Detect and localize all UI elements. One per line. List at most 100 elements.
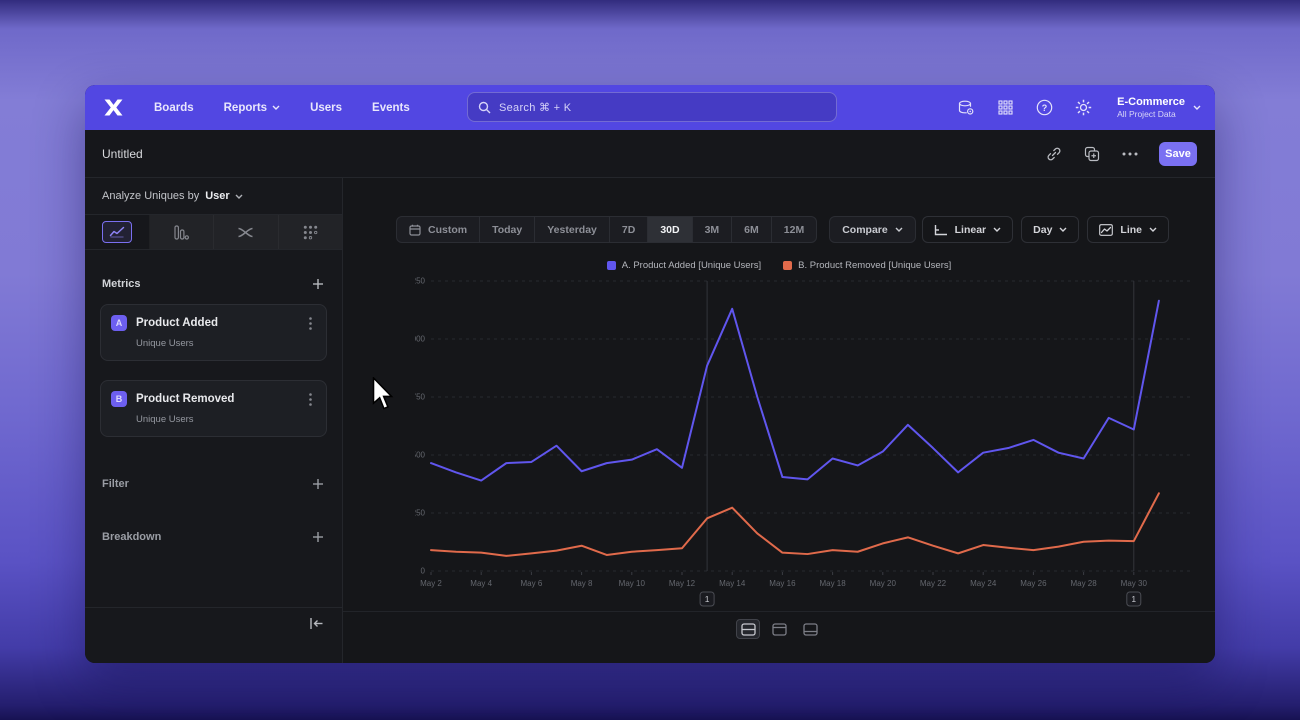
date-range-segmented-control: Custom Today Yesterday 7D 30D 3M 6M 12M <box>396 216 818 243</box>
range-12m[interactable]: 12M <box>783 223 805 236</box>
metric-measurement[interactable]: Unique Users <box>136 414 194 425</box>
svg-text:750: 750 <box>415 393 426 402</box>
svg-text:May 12: May 12 <box>669 579 696 588</box>
flows-icon <box>238 227 253 237</box>
project-selector[interactable]: E-Commerce All Project Data <box>1117 96 1201 119</box>
range-today[interactable]: Today <box>480 217 536 242</box>
metric-options-icon[interactable] <box>304 316 316 330</box>
save-button[interactable]: Save <box>1159 141 1197 166</box>
sidebar-footer <box>85 607 342 663</box>
layout-bottom-icon[interactable] <box>798 619 822 639</box>
metric-name: Product Added <box>136 317 218 329</box>
metric-options-icon[interactable] <box>304 392 316 406</box>
mixpanel-logo-icon[interactable] <box>102 98 128 118</box>
svg-text:May 26: May 26 <box>1020 579 1047 588</box>
tab-flows[interactable] <box>214 215 279 249</box>
report-title[interactable]: Untitled <box>102 146 143 161</box>
svg-text:250: 250 <box>415 509 426 518</box>
filter-section-header: Filter <box>85 477 342 491</box>
chevron-down-icon <box>993 227 1001 232</box>
breakdown-title: Breakdown <box>102 531 162 543</box>
more-options-icon[interactable] <box>1121 145 1138 162</box>
svg-text:May 4: May 4 <box>470 579 492 588</box>
svg-text:May 20: May 20 <box>870 579 897 588</box>
metric-badge-a: A <box>111 315 127 331</box>
range-30d[interactable]: 30D <box>648 217 693 242</box>
add-breakdown-icon[interactable] <box>311 530 325 544</box>
nav-item-boards[interactable]: Boards <box>154 101 194 114</box>
chevron-down-icon <box>1193 105 1201 110</box>
search-placeholder: Search ⌘ + K <box>499 101 572 114</box>
insights-line-chart[interactable]: 0 250 500 750 1,000 1,250 May 2 May 4 May 6 May 8… <box>415 275 1205 615</box>
metrics-title: Metrics <box>102 278 141 290</box>
settings-gear-icon[interactable] <box>1074 99 1092 117</box>
retention-dots-icon <box>303 225 318 239</box>
metric-name: Product Removed <box>136 393 235 405</box>
metric-measurement[interactable]: Unique Users <box>136 338 194 349</box>
svg-text:1,000: 1,000 <box>415 335 426 344</box>
breakdown-section-header: Breakdown <box>85 530 342 544</box>
copy-link-icon[interactable] <box>1045 145 1062 162</box>
layout-split-icon[interactable] <box>736 619 760 639</box>
add-filter-icon[interactable] <box>311 477 325 491</box>
range-yesterday[interactable]: Yesterday <box>535 217 610 242</box>
chevron-down-icon <box>272 105 280 110</box>
tab-insights[interactable] <box>85 215 150 249</box>
scale-dropdown[interactable]: Linear <box>921 216 1014 243</box>
report-toolbar: Untitled Save <box>85 130 1215 178</box>
svg-text:May 28: May 28 <box>1070 579 1097 588</box>
duplicate-icon[interactable] <box>1083 145 1100 162</box>
range-7d[interactable]: 7D <box>610 217 649 242</box>
tab-funnels[interactable] <box>149 215 214 249</box>
apps-grid-icon[interactable] <box>996 99 1014 117</box>
svg-text:May 30: May 30 <box>1121 579 1148 588</box>
project-name: E-Commerce <box>1117 95 1185 108</box>
query-builder-sidebar: Analyze Uniques by User <box>85 178 343 663</box>
help-icon[interactable]: ? <box>1035 99 1053 117</box>
collapse-sidebar-icon[interactable] <box>309 617 325 631</box>
analyze-by-dropdown[interactable]: User <box>205 190 243 202</box>
svg-text:1: 1 <box>1131 594 1136 604</box>
layout-top-icon[interactable] <box>767 619 791 639</box>
svg-text:May 6: May 6 <box>521 579 543 588</box>
app-window: Boards Reports Users Events Search ⌘ + K… <box>85 85 1215 663</box>
range-6m[interactable]: 6M <box>732 217 772 242</box>
chevron-down-icon <box>235 194 243 199</box>
top-nav: Boards Reports Users Events Search ⌘ + K… <box>85 85 1215 130</box>
chevron-down-icon <box>1059 227 1067 232</box>
report-type-tabs <box>85 215 342 250</box>
legend-item-product-removed[interactable]: B. Product Removed [Unique Users] <box>783 260 951 271</box>
chart-type-dropdown[interactable]: Line <box>1087 216 1169 243</box>
data-management-icon[interactable] <box>957 99 975 117</box>
metrics-section-header: Metrics <box>85 277 342 291</box>
svg-text:May 8: May 8 <box>571 579 593 588</box>
nav-item-users[interactable]: Users <box>310 101 343 114</box>
tab-retention[interactable] <box>278 215 342 249</box>
range-custom[interactable]: Custom <box>397 217 481 242</box>
nav-item-events[interactable]: Events <box>372 101 410 114</box>
line-chart-type-icon <box>1099 223 1114 236</box>
compare-dropdown[interactable]: Compare <box>829 216 916 243</box>
svg-text:1: 1 <box>705 594 710 604</box>
svg-text:May 24: May 24 <box>970 579 997 588</box>
range-3m[interactable]: 3M <box>693 217 733 242</box>
search-input[interactable]: Search ⌘ + K <box>467 92 837 122</box>
add-metric-icon[interactable] <box>311 277 325 291</box>
project-subtitle: All Project Data <box>1117 109 1176 119</box>
metric-card-product-added[interactable]: A Product Added Unique Users <box>100 304 327 361</box>
svg-text:May 2: May 2 <box>420 579 442 588</box>
interval-dropdown[interactable]: Day <box>1021 216 1080 243</box>
linear-axis-icon <box>934 224 947 235</box>
chart-legend: A. Product Added [Unique Users] B. Produ… <box>343 260 1215 271</box>
svg-text:May 14: May 14 <box>719 579 746 588</box>
metric-card-product-removed[interactable]: B Product Removed Unique Users <box>100 380 327 437</box>
analyze-row: Analyze Uniques by User <box>85 178 342 215</box>
legend-item-product-added[interactable]: A. Product Added [Unique Users] <box>606 260 761 271</box>
svg-text:May 10: May 10 <box>619 579 646 588</box>
nav-item-reports[interactable]: Reports <box>224 102 280 114</box>
search-icon <box>478 101 491 113</box>
series-a-swatch <box>606 261 616 270</box>
svg-text:May 16: May 16 <box>769 579 796 588</box>
analyze-label: Analyze Uniques by <box>102 190 200 202</box>
svg-text:May 22: May 22 <box>920 579 947 588</box>
